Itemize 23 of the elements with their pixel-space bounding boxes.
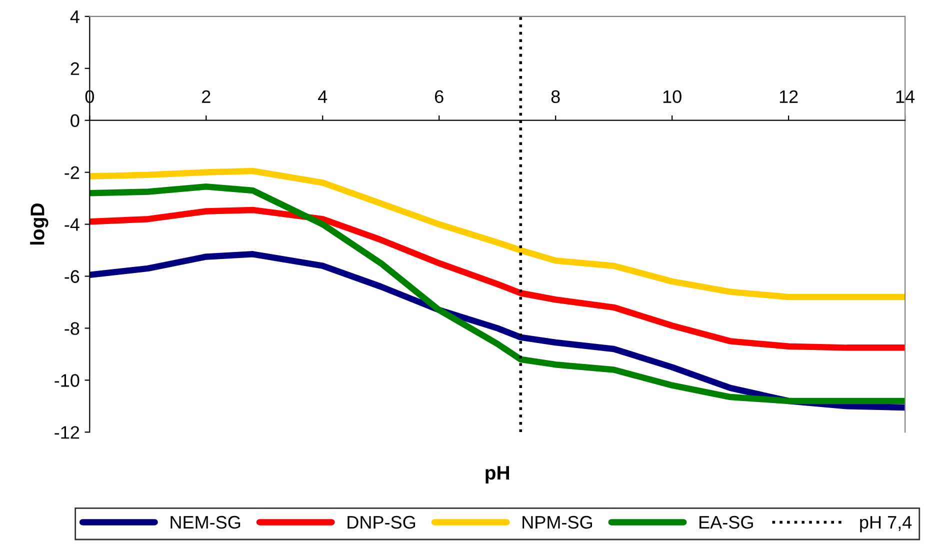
x-tick-label: 6 xyxy=(435,90,444,104)
y-tick-label: -12 xyxy=(54,426,80,439)
y-tick-label: 4 xyxy=(70,10,80,23)
x-tick-label: 14 xyxy=(896,90,915,103)
y-tick-label: -8 xyxy=(64,322,80,335)
x-tick-label: 4 xyxy=(318,90,328,103)
legend-label: DNP-SG xyxy=(348,516,416,529)
y-tick-label: 2 xyxy=(70,62,80,75)
legend-label: EA-SG xyxy=(700,516,753,529)
x-axis-title: pH xyxy=(486,466,510,484)
legend-label: NEM-SG xyxy=(170,516,240,529)
legend-label: NPM-SG xyxy=(522,516,592,529)
y-tick-label: -2 xyxy=(64,166,80,179)
x-tick-label: 12 xyxy=(780,90,798,103)
legend-label: pH 7,4 xyxy=(860,516,912,532)
y-tick-label: 0 xyxy=(70,114,80,128)
x-tick-label: 2 xyxy=(202,90,210,103)
x-tick-label: 8 xyxy=(551,90,560,104)
y-tick-label: -4 xyxy=(64,218,80,231)
x-tick-label: 10 xyxy=(663,90,682,104)
y-tick-label: -6 xyxy=(64,270,80,283)
y-tick-label: -10 xyxy=(54,374,80,387)
y-axis-title: logD xyxy=(30,203,48,245)
